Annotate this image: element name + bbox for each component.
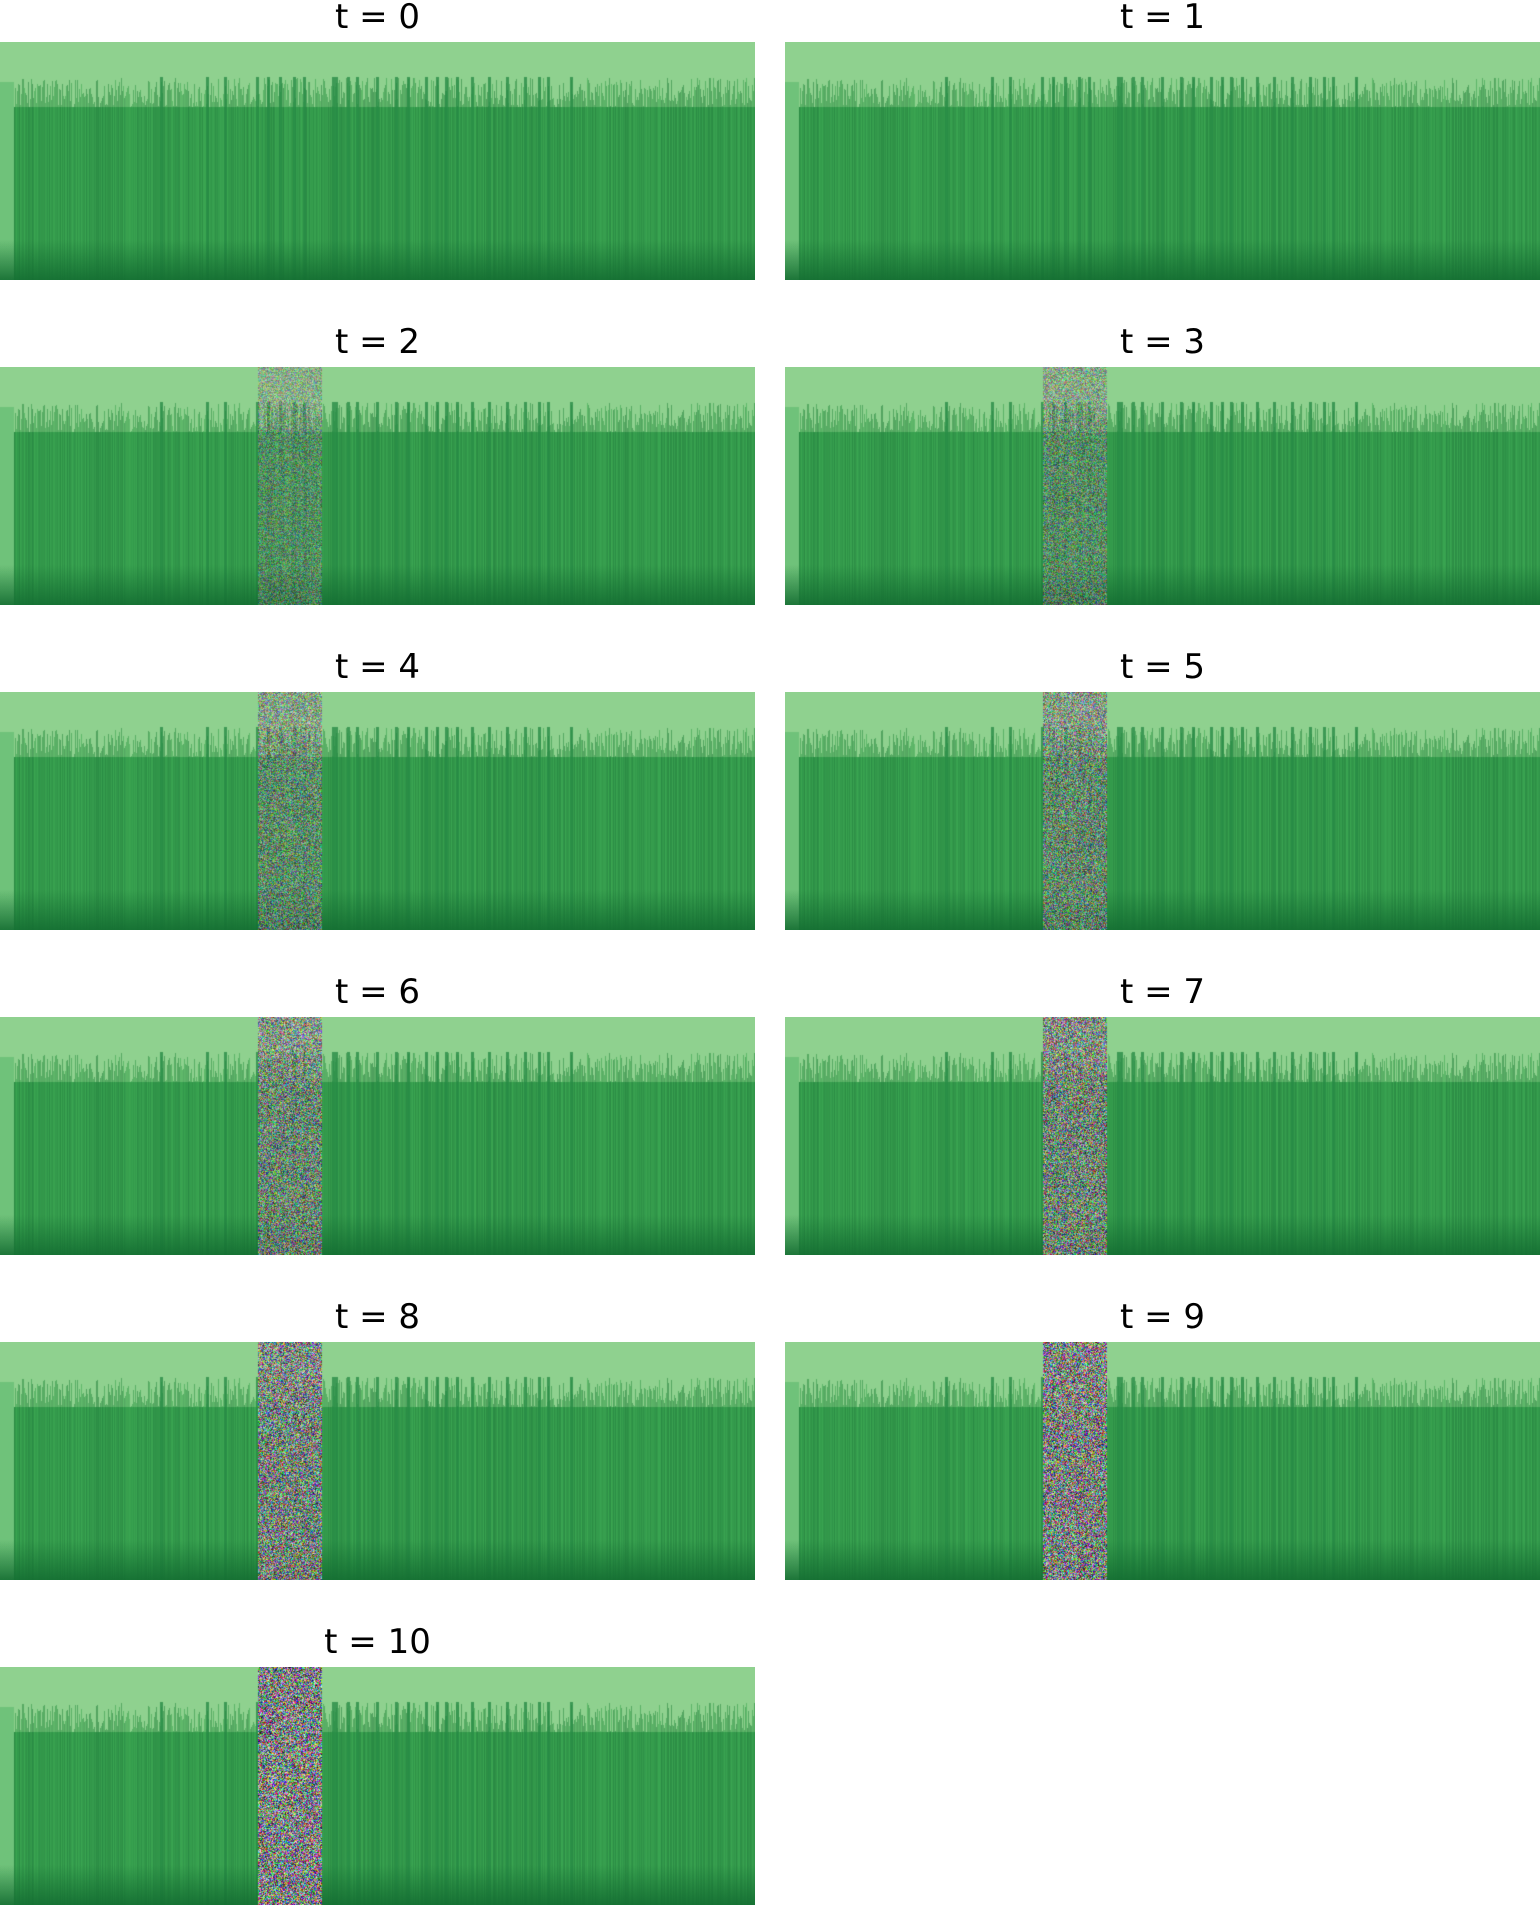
spectrogram-image [785, 1017, 1540, 1255]
spectrogram-image [785, 692, 1540, 930]
panel-title: t = 6 [334, 972, 421, 1012]
panel-title: t = 5 [1119, 647, 1206, 687]
spectrogram-image [785, 367, 1540, 605]
spectrogram-image [0, 692, 755, 930]
spectrogram-image [0, 1342, 755, 1580]
panel-title: t = 2 [334, 322, 421, 362]
panel-title: t = 7 [1119, 972, 1206, 1012]
panel-title: t = 1 [1119, 0, 1206, 37]
panel-title: t = 0 [334, 0, 421, 37]
panel-title: t = 9 [1119, 1297, 1206, 1337]
panel-title: t = 8 [334, 1297, 421, 1337]
spectrogram-image [0, 42, 755, 280]
spectrogram-image [0, 367, 755, 605]
spectrogram-image [785, 1342, 1540, 1580]
panel-title: t = 10 [324, 1622, 431, 1662]
spectrogram-image [785, 42, 1540, 280]
spectrogram-image [0, 1017, 755, 1255]
panel-title: t = 4 [334, 647, 421, 687]
spectrogram-image [0, 1667, 755, 1905]
panel-title: t = 3 [1119, 322, 1206, 362]
